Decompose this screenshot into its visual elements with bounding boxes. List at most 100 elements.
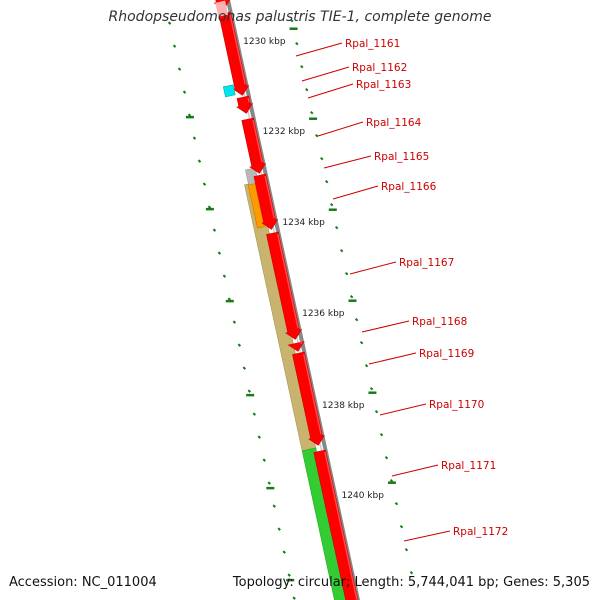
cds-highlight: [252, 120, 263, 163]
scale-tick-minor: [172, 44, 177, 48]
scale-tick-minor: [282, 550, 286, 554]
scale-tick-minor: [404, 548, 409, 552]
scale-tick-minor: [207, 205, 212, 209]
cds-arrow: [241, 117, 267, 174]
gene-label: Rpal_1171: [441, 460, 496, 472]
cds-arrow: [292, 351, 326, 446]
scale-tick-minor: [344, 272, 349, 276]
scale-tick-minor: [247, 389, 252, 393]
gene-label-leader: [379, 403, 427, 416]
scale-tick-minor: [262, 458, 266, 462]
gene-label: Rpal_1164: [366, 117, 422, 129]
scale-tick-minor: [257, 435, 261, 439]
scale-tick-minor: [300, 65, 304, 69]
cds-highlight: [264, 176, 275, 219]
scale-tick-minor: [379, 433, 384, 437]
cds-highlight: [247, 98, 250, 103]
scale-tick-minor: [384, 456, 389, 460]
scale-tick-minor: [349, 295, 354, 299]
scale-label: 1240 kbp: [342, 491, 385, 501]
scale-ticks: [167, 19, 414, 600]
scale-tick-minor: [177, 67, 182, 71]
scale-tick-minor: [167, 21, 172, 25]
gene-label: Rpal_1161: [345, 38, 400, 50]
gene-labels: Rpal_1161 Rpal_1162 Rpal_1163 Rpal_1164 Rpal…: [295, 38, 508, 542]
cds-highlight: [276, 234, 299, 329]
scale-tick-minor: [389, 479, 394, 483]
gene-label-leader: [403, 530, 451, 542]
scale-tick-minor: [369, 387, 374, 391]
gene-label-leader: [368, 352, 417, 365]
faint-feature: [215, 0, 229, 17]
scale-tick-minor: [232, 320, 237, 324]
gene-label-leader: [391, 464, 439, 477]
scale-tick-minor: [359, 341, 364, 345]
gene-label-leader: [323, 155, 372, 169]
accession-text: Accession: NC_011004: [9, 575, 157, 590]
cds-arrow: [313, 449, 359, 600]
scale-tick-minor: [212, 228, 217, 232]
scale-label: 1236 kbp: [302, 309, 345, 319]
genome-summary-text: Topology: circular; Length: 5,744,041 bp…: [232, 575, 590, 590]
gene-label-leader: [317, 121, 364, 137]
scale-tick-minor: [202, 182, 207, 186]
cds-highlight: [324, 452, 358, 600]
scale-label: 1232 kbp: [263, 127, 306, 137]
cds-arrow: [218, 11, 250, 96]
scale-tick-minor: [295, 42, 299, 46]
scale-tick-minor: [339, 249, 344, 253]
scale-tick-minor: [252, 412, 256, 416]
scale-tick-minor: [315, 134, 319, 138]
scale-tick-minor: [227, 297, 232, 301]
genome-title: Rhodopseudomonas palustris TIE-1, comple…: [108, 9, 492, 25]
gene-label: Rpal_1162: [352, 62, 407, 74]
gene-label-leader: [301, 66, 350, 82]
trna-feature: [222, 84, 236, 98]
gene-label-leader: [307, 83, 354, 99]
cds-arrow: [266, 231, 303, 340]
scale-tick-minor: [329, 203, 334, 207]
scale-label: 1230 kbp: [243, 37, 286, 47]
gene-label: Rpal_1172: [453, 526, 508, 538]
scale-tick-minor: [305, 88, 309, 92]
gene-label: Rpal_1163: [356, 79, 411, 91]
scale-tick-minor: [394, 502, 399, 506]
gene-label: Rpal_1165: [374, 151, 429, 163]
scale-tick-minor: [192, 136, 197, 140]
cds-arrow: [287, 341, 305, 352]
scale-tick-minor: [374, 410, 379, 414]
orange-feature: [247, 183, 265, 229]
gene-label: Rpal_1166: [381, 181, 437, 193]
gene-label: Rpal_1167: [399, 257, 454, 269]
scale-tick-minor: [334, 226, 339, 230]
scale-tick-minor: [409, 571, 414, 575]
gene-label-leader: [349, 261, 397, 275]
scale-label: 1238 kbp: [322, 401, 365, 411]
scale-tick-minor: [287, 573, 291, 577]
scale-label: 1234 kbp: [282, 218, 325, 228]
scale-tick-minor: [399, 525, 404, 529]
scale-tick-minor: [182, 90, 187, 94]
scale-tick-minor: [217, 251, 222, 255]
scale-tick-minor: [310, 111, 314, 115]
scale-tick-minor: [364, 364, 369, 368]
scale-tick-minor: [272, 504, 276, 508]
gene-label: Rpal_1168: [412, 316, 467, 328]
gene-label: Rpal_1170: [429, 399, 484, 411]
scale-tick-minor: [237, 343, 242, 347]
cds-highlight: [299, 340, 303, 345]
gene-label-leader: [361, 320, 410, 333]
scale-tick-minor: [267, 481, 271, 485]
scale-tick-minor: [187, 113, 192, 117]
scale-labels: 1230 kbp 1232 kbp 1234 kbp 1236 kbp 1238 kbp…: [243, 37, 384, 501]
scale-tick-minor: [197, 159, 202, 163]
scale-tick-minor: [222, 274, 227, 278]
cds-arrow: [253, 173, 279, 230]
scale-tick-minor: [354, 318, 359, 322]
gene-label: Rpal_1169: [419, 348, 474, 360]
features: [213, 0, 359, 600]
cds-highlight: [229, 14, 246, 85]
scale-tick-minor: [290, 19, 294, 23]
